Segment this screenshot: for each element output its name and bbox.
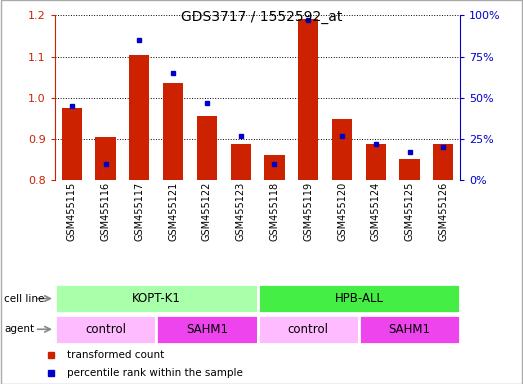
Text: control: control [288,323,329,336]
Text: GSM455115: GSM455115 [67,182,77,241]
Text: percentile rank within the sample: percentile rank within the sample [67,367,243,377]
Text: GSM455125: GSM455125 [405,182,415,241]
Bar [55,315,156,344]
Bar [264,155,285,180]
Text: SAHM1: SAHM1 [186,323,228,336]
Bar [95,137,116,180]
Bar [359,315,460,344]
Text: KOPT-K1: KOPT-K1 [132,292,180,305]
Text: agent: agent [4,324,35,334]
Bar [129,55,150,180]
Bar [257,315,359,344]
Bar [257,284,460,313]
Bar [231,144,251,180]
Text: cell line: cell line [4,293,44,304]
Text: GSM455117: GSM455117 [134,182,144,241]
Text: GSM455120: GSM455120 [337,182,347,241]
Text: GSM455124: GSM455124 [371,182,381,241]
Text: GSM455118: GSM455118 [269,182,279,241]
Text: GSM455122: GSM455122 [202,182,212,241]
Bar [62,108,82,180]
Text: GDS3717 / 1552592_at: GDS3717 / 1552592_at [181,10,342,23]
Bar [163,83,183,180]
Text: SAHM1: SAHM1 [389,323,430,336]
Bar [156,315,257,344]
Text: GSM455121: GSM455121 [168,182,178,241]
Bar [400,159,419,180]
Text: GSM455116: GSM455116 [100,182,110,241]
Bar [55,284,257,313]
Bar [197,116,217,180]
Text: control: control [85,323,126,336]
Text: transformed count: transformed count [67,350,164,360]
Bar [298,20,319,180]
Bar [433,144,453,180]
Text: HPB-ALL: HPB-ALL [334,292,383,305]
Bar [366,144,386,180]
Bar [332,119,352,180]
Text: GSM455123: GSM455123 [236,182,246,241]
Text: GSM455126: GSM455126 [438,182,448,241]
Text: GSM455119: GSM455119 [303,182,313,241]
